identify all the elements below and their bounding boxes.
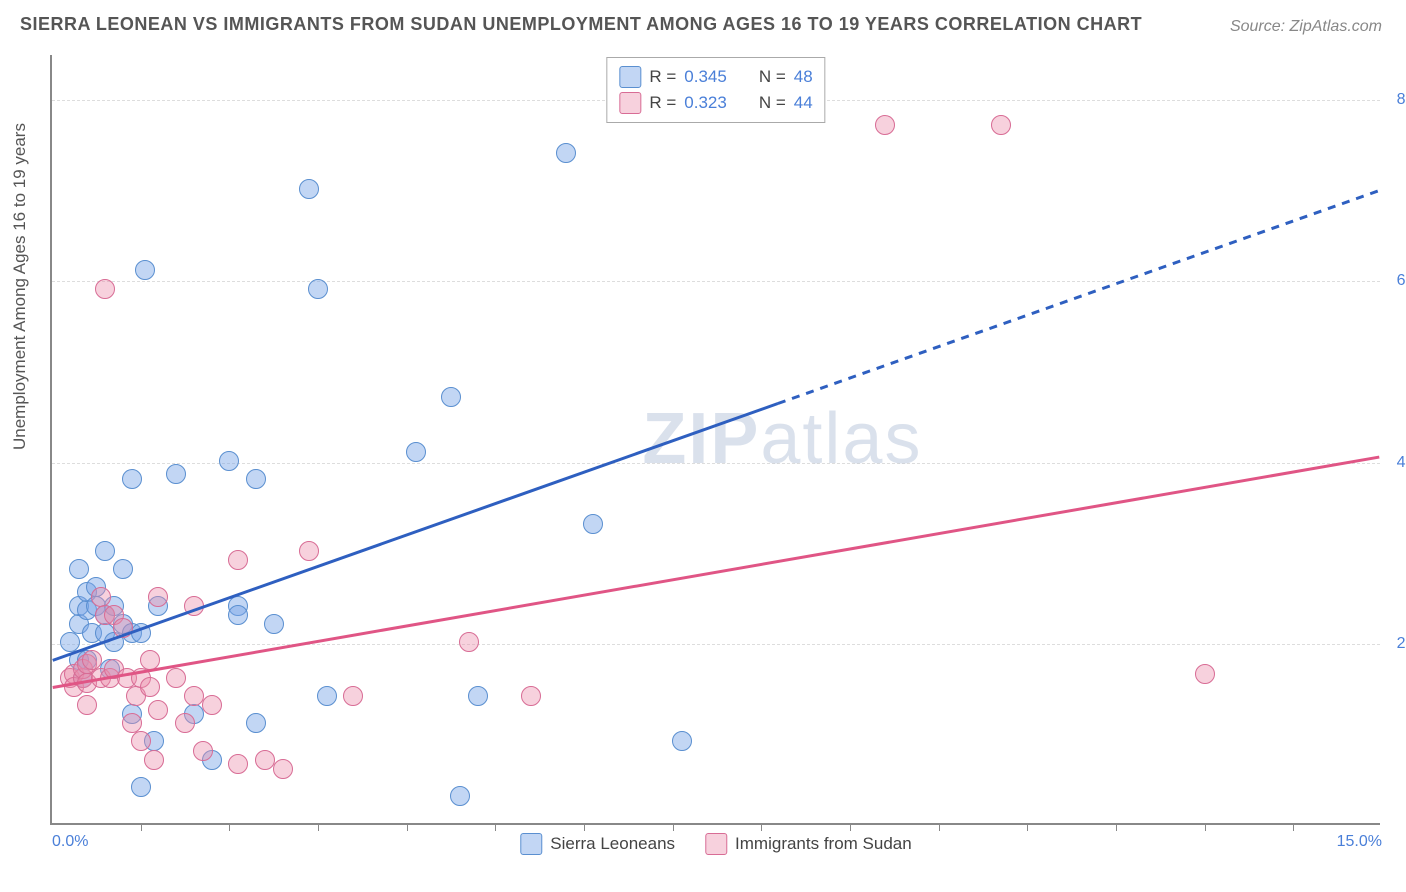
swatch-series-0 [619, 66, 641, 88]
legend-row-series-1: R = 0.323 N = 44 [619, 90, 812, 116]
scatter-point [299, 179, 319, 199]
plot-area: ZIPatlas R = 0.345 N = 48 R = 0.323 N = … [50, 55, 1380, 825]
scatter-point [91, 587, 111, 607]
scatter-point [991, 115, 1011, 135]
scatter-point [144, 750, 164, 770]
scatter-point [556, 143, 576, 163]
scatter-point [246, 713, 266, 733]
scatter-point [82, 650, 102, 670]
source-attribution: Source: ZipAtlas.com [1230, 18, 1382, 36]
x-tick-mark [495, 823, 496, 831]
scatter-point [69, 559, 89, 579]
scatter-point [219, 451, 239, 471]
scatter-point [95, 279, 115, 299]
gridline-h [52, 463, 1380, 464]
scatter-point [228, 550, 248, 570]
scatter-point [77, 695, 97, 715]
chart-title: SIERRA LEONEAN VS IMMIGRANTS FROM SUDAN … [20, 14, 1142, 35]
scatter-point [184, 596, 204, 616]
scatter-point [140, 650, 160, 670]
scatter-point [131, 777, 151, 797]
scatter-point [299, 541, 319, 561]
scatter-point [875, 115, 895, 135]
x-tick-mark [673, 823, 674, 831]
swatch-series-0-bottom [520, 833, 542, 855]
scatter-point [228, 754, 248, 774]
swatch-series-1 [619, 92, 641, 114]
y-axis-label: Unemployment Among Ages 16 to 19 years [10, 123, 30, 450]
scatter-point [228, 605, 248, 625]
scatter-point [583, 514, 603, 534]
legend-item-series-0: Sierra Leoneans [520, 833, 675, 855]
scatter-point [95, 541, 115, 561]
swatch-series-1-bottom [705, 833, 727, 855]
scatter-point [148, 700, 168, 720]
x-tick-mark [850, 823, 851, 831]
x-tick-mark [229, 823, 230, 831]
scatter-point [113, 618, 133, 638]
scatter-point [672, 731, 692, 751]
scatter-point [459, 632, 479, 652]
scatter-point [273, 759, 293, 779]
correlation-legend: R = 0.345 N = 48 R = 0.323 N = 44 [606, 57, 825, 123]
x-tick-mark [1027, 823, 1028, 831]
scatter-point [202, 695, 222, 715]
scatter-point [166, 668, 186, 688]
scatter-point [343, 686, 363, 706]
gridline-h [52, 644, 1380, 645]
scatter-point [246, 469, 266, 489]
scatter-point [468, 686, 488, 706]
x-tick-mark [318, 823, 319, 831]
x-tick-mark [1293, 823, 1294, 831]
scatter-point [148, 587, 168, 607]
y-tick-label: 80.0% [1397, 91, 1406, 109]
y-tick-label: 60.0% [1397, 272, 1406, 290]
scatter-point [122, 469, 142, 489]
scatter-point [140, 677, 160, 697]
watermark: ZIPatlas [642, 398, 922, 480]
x-tick-mark [407, 823, 408, 831]
x-tick-mark [1205, 823, 1206, 831]
x-tick-mark [584, 823, 585, 831]
legend-row-series-0: R = 0.345 N = 48 [619, 64, 812, 90]
scatter-point [113, 559, 133, 579]
series-legend: Sierra Leoneans Immigrants from Sudan [520, 833, 911, 855]
scatter-point [406, 442, 426, 462]
y-tick-label: 40.0% [1397, 454, 1406, 472]
scatter-point [122, 713, 142, 733]
gridline-h [52, 281, 1380, 282]
x-tick-mark [1116, 823, 1117, 831]
legend-item-series-1: Immigrants from Sudan [705, 833, 912, 855]
trend-lines [52, 55, 1380, 823]
x-tick-mark [939, 823, 940, 831]
y-tick-label: 20.0% [1397, 635, 1406, 653]
x-tick-label: 0.0% [52, 833, 88, 851]
scatter-point [264, 614, 284, 634]
scatter-point [175, 713, 195, 733]
x-tick-mark [761, 823, 762, 831]
scatter-point [441, 387, 461, 407]
scatter-point [131, 623, 151, 643]
x-tick-label: 15.0% [1337, 833, 1382, 851]
scatter-point [308, 279, 328, 299]
scatter-point [193, 741, 213, 761]
scatter-point [1195, 664, 1215, 684]
scatter-point [450, 786, 470, 806]
scatter-point [135, 260, 155, 280]
scatter-point [60, 632, 80, 652]
scatter-point [131, 731, 151, 751]
scatter-point [521, 686, 541, 706]
scatter-point [317, 686, 337, 706]
scatter-point [166, 464, 186, 484]
x-tick-mark [141, 823, 142, 831]
